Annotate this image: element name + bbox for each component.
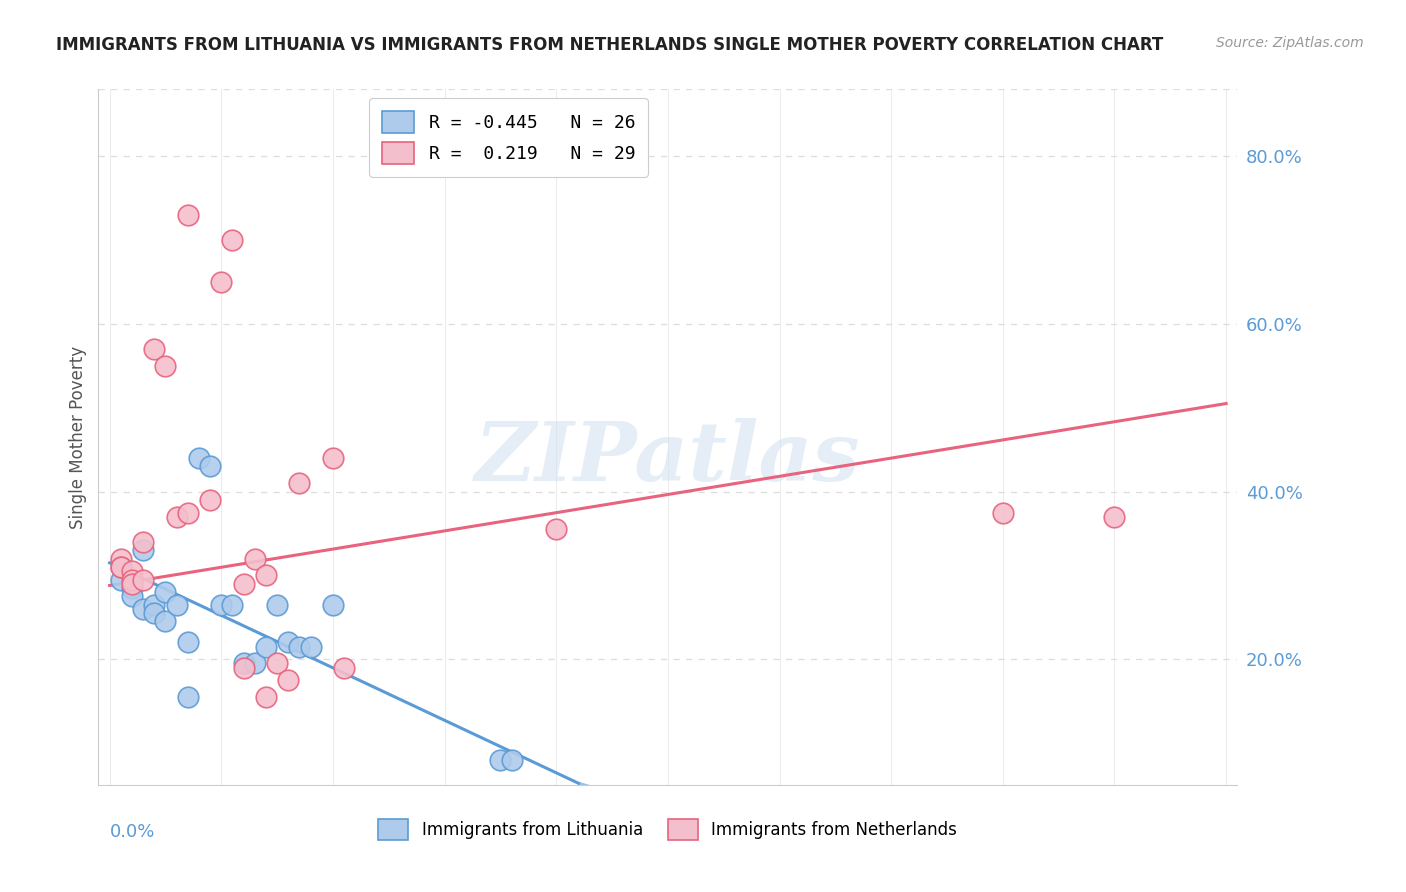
Point — [277, 673, 299, 688]
Point — [546, 522, 568, 536]
Point — [221, 598, 243, 612]
Text: ZIPatlas: ZIPatlas — [475, 418, 860, 498]
Point — [155, 359, 177, 373]
Point — [299, 640, 322, 654]
Point — [288, 640, 311, 654]
Point — [155, 585, 177, 599]
Point — [991, 506, 1014, 520]
Point — [110, 560, 132, 574]
Point — [143, 342, 166, 356]
Point — [254, 690, 277, 704]
Point — [254, 640, 277, 654]
Point — [132, 573, 155, 587]
Point — [221, 233, 243, 247]
Point — [209, 598, 232, 612]
Point — [155, 615, 177, 629]
Point — [132, 534, 155, 549]
Point — [288, 476, 311, 491]
Point — [121, 576, 143, 591]
Point — [1104, 509, 1126, 524]
Text: 0.0%: 0.0% — [110, 823, 155, 841]
Point — [322, 450, 344, 465]
Point — [187, 450, 209, 465]
Point — [177, 208, 200, 222]
Point — [198, 459, 221, 474]
Point — [266, 657, 288, 671]
Point — [489, 753, 512, 767]
Point — [110, 560, 132, 574]
Point — [121, 581, 143, 595]
Point — [232, 576, 254, 591]
Point — [166, 598, 188, 612]
Point — [322, 598, 344, 612]
Text: IMMIGRANTS FROM LITHUANIA VS IMMIGRANTS FROM NETHERLANDS SINGLE MOTHER POVERTY C: IMMIGRANTS FROM LITHUANIA VS IMMIGRANTS … — [56, 36, 1164, 54]
Legend: Immigrants from Lithuania, Immigrants from Netherlands: Immigrants from Lithuania, Immigrants fr… — [371, 813, 965, 847]
Point — [501, 753, 523, 767]
Point — [177, 506, 200, 520]
Point — [177, 690, 200, 704]
Point — [143, 606, 166, 620]
Point — [110, 551, 132, 566]
Point — [121, 573, 143, 587]
Y-axis label: Single Mother Poverty: Single Mother Poverty — [69, 345, 87, 529]
Point — [143, 598, 166, 612]
Point — [243, 657, 266, 671]
Point — [121, 564, 143, 578]
Point — [198, 492, 221, 507]
Point — [121, 590, 143, 604]
Point — [243, 551, 266, 566]
Point — [110, 573, 132, 587]
Point — [209, 275, 232, 289]
Point — [132, 602, 155, 616]
Point — [266, 598, 288, 612]
Point — [277, 635, 299, 649]
Point — [166, 509, 188, 524]
Point — [254, 568, 277, 582]
Point — [177, 635, 200, 649]
Point — [132, 543, 155, 558]
Point — [333, 660, 356, 674]
Point — [232, 660, 254, 674]
Point — [232, 657, 254, 671]
Text: Source: ZipAtlas.com: Source: ZipAtlas.com — [1216, 36, 1364, 50]
